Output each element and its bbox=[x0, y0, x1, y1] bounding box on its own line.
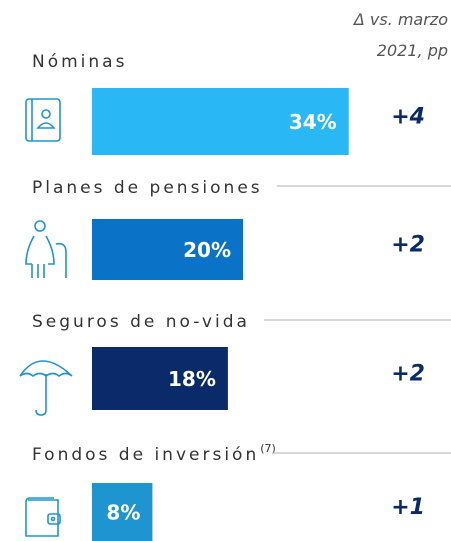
category-label: Seguros de no-vida bbox=[32, 312, 250, 332]
bar bbox=[92, 483, 153, 541]
bar bbox=[92, 347, 228, 410]
bar bbox=[92, 88, 349, 155]
value-label: 34% bbox=[289, 110, 337, 134]
category-label: Fondos de inversión bbox=[32, 445, 259, 465]
delta-label: +2 bbox=[391, 233, 425, 258]
value-label: 20% bbox=[183, 238, 231, 262]
category-label: Planes de pensiones bbox=[32, 178, 263, 198]
wallet-icon bbox=[25, 497, 61, 537]
header-line: 2021, pp bbox=[377, 41, 448, 60]
delta-label: +1 bbox=[391, 495, 425, 520]
delta-label: +2 bbox=[391, 362, 425, 387]
pension-icon bbox=[25, 220, 67, 278]
value-label: 18% bbox=[168, 367, 216, 391]
category-label: Nóminas bbox=[32, 52, 127, 72]
delta-label: +4 bbox=[391, 105, 425, 130]
bar bbox=[92, 219, 243, 280]
icons bbox=[19, 98, 73, 537]
umbrella-icon bbox=[19, 360, 73, 416]
value-label: 8% bbox=[106, 501, 140, 525]
category-superscript: (7) bbox=[260, 442, 276, 455]
payroll-icon bbox=[25, 98, 61, 142]
header-line: Δ vs. marzo bbox=[352, 10, 448, 29]
header: Δ vs. marzo 2021, pp bbox=[352, 10, 448, 60]
